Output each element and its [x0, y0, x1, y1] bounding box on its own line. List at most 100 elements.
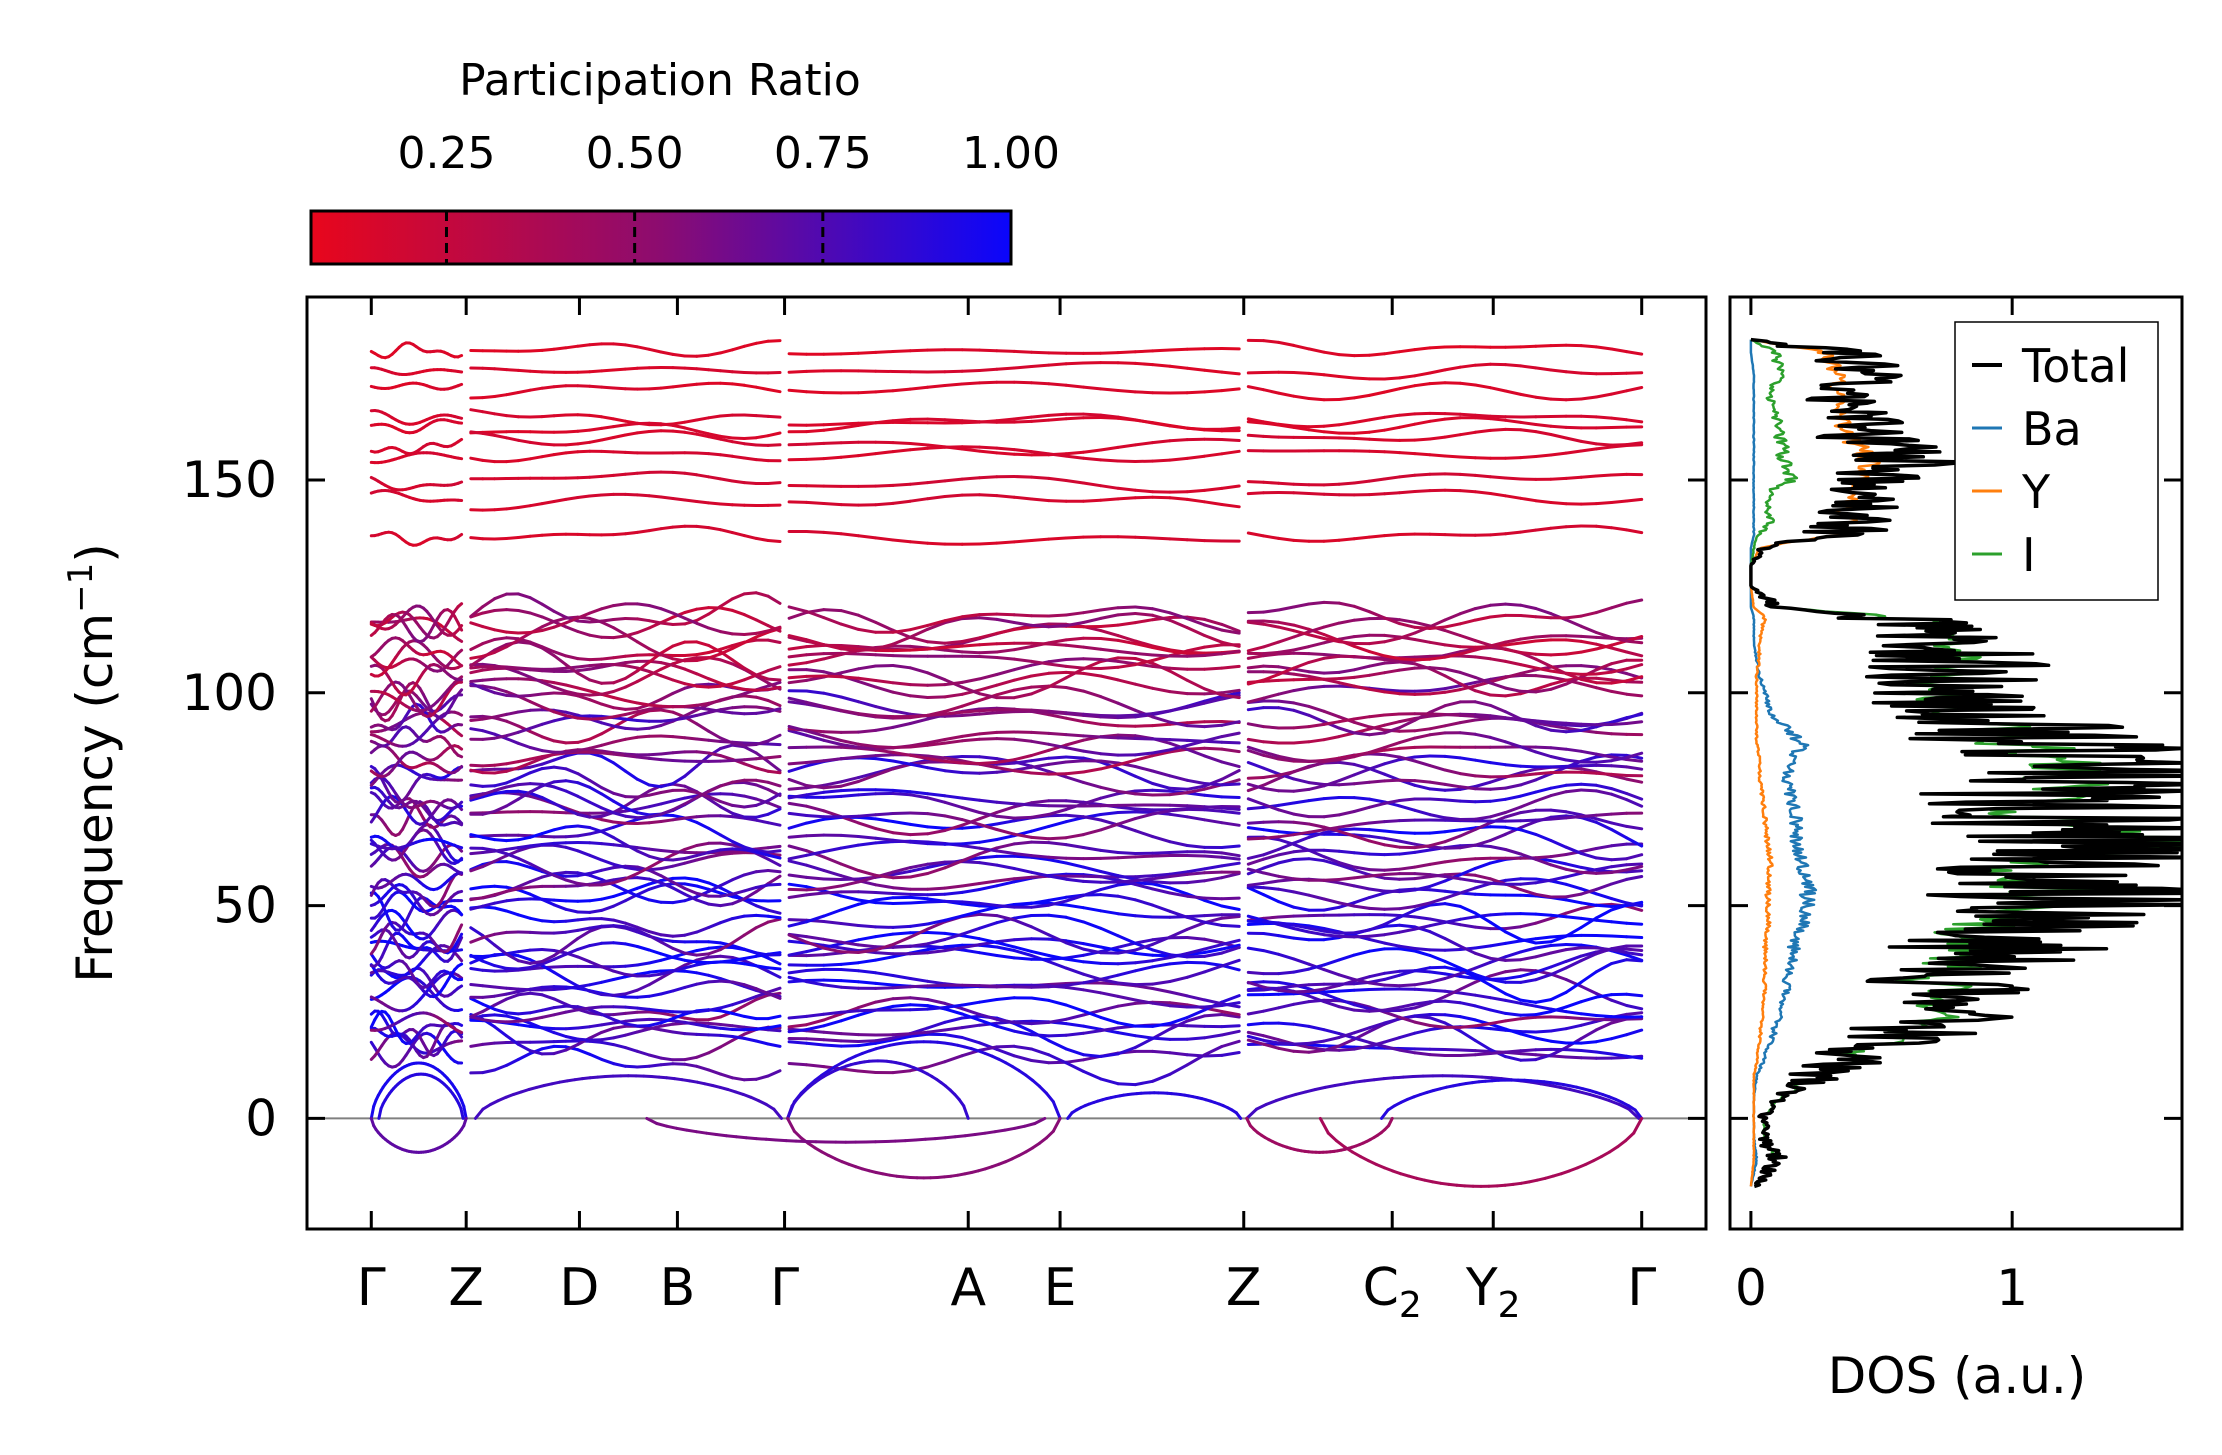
optical-band [1367, 922, 1386, 932]
high-optical-band [1262, 434, 1281, 439]
optical-band [1246, 797, 1265, 806]
high-optical-band [978, 348, 999, 353]
optical-band [456, 870, 464, 875]
high-optical-band [742, 442, 758, 447]
optical-band [1277, 850, 1296, 857]
high-optical-band [1473, 383, 1492, 390]
high-optical-band [995, 451, 1016, 456]
high-optical-band [683, 382, 699, 387]
optical-band [1428, 813, 1447, 820]
optical-band [1116, 855, 1137, 860]
optical-band [1262, 1038, 1281, 1045]
optical-band [659, 1017, 675, 1025]
optical-band [600, 965, 615, 973]
optical-band [1151, 880, 1172, 885]
high-optical-band [528, 348, 544, 353]
high-optical-band [540, 500, 556, 506]
optical-band [612, 1024, 627, 1030]
optical-band [1488, 1022, 1507, 1031]
optical-band [1322, 735, 1341, 742]
high-optical-band [1262, 480, 1281, 485]
optical-band [481, 1002, 497, 1011]
optical-band [469, 783, 485, 788]
optical-band [719, 878, 734, 888]
optical-band [908, 1030, 930, 1036]
optical-band [588, 1023, 604, 1029]
optical-band [1246, 914, 1265, 922]
high-optical-band [1012, 539, 1033, 544]
optical-band [1473, 1022, 1492, 1028]
optical-band [805, 1012, 826, 1018]
optical-band [1081, 846, 1103, 852]
optical-band [926, 860, 947, 866]
optical-band [1185, 804, 1206, 809]
high-optical-band [505, 459, 520, 464]
high-optical-band [787, 442, 808, 447]
high-optical-band [1262, 534, 1281, 540]
optical-band [742, 745, 758, 755]
optical-band [588, 841, 604, 846]
optical-band [493, 964, 508, 970]
optical-band [1246, 761, 1265, 770]
optical-band [995, 800, 1016, 806]
optical-band [707, 751, 722, 758]
optical-band [1220, 851, 1241, 858]
optical-band [1322, 878, 1341, 882]
high-optical-band [822, 441, 843, 445]
optical-band [647, 854, 663, 861]
high-optical-band [908, 446, 930, 452]
optical-band [1579, 788, 1598, 793]
high-optical-band [659, 385, 675, 390]
high-optical-band [1133, 441, 1155, 447]
high-optical-band [1564, 475, 1583, 480]
optical-band [623, 806, 639, 815]
optical-band [1519, 881, 1538, 886]
optical-band [787, 873, 808, 879]
high-optical-band [1337, 421, 1356, 427]
high-optical-band [612, 417, 627, 423]
high-optical-band [978, 367, 999, 372]
high-optical-band [635, 493, 651, 498]
optical-band [588, 1030, 604, 1040]
optical-band [960, 902, 981, 908]
optical-band [1625, 765, 1644, 771]
optical-band [766, 821, 782, 827]
high-optical-band [1133, 495, 1155, 500]
high-optical-band [766, 339, 782, 343]
optical-band [1579, 995, 1598, 1004]
optical-band [671, 759, 687, 763]
high-optical-band [1151, 363, 1172, 368]
optical-band [612, 836, 627, 846]
optical-band [1012, 1022, 1033, 1033]
high-optical-band [1504, 456, 1523, 460]
optical-band [1322, 998, 1341, 1003]
optical-band [1337, 827, 1356, 832]
optical-band [1116, 874, 1137, 881]
high-optical-band [719, 381, 734, 386]
high-optical-band [1413, 371, 1432, 378]
optical-band [1625, 947, 1644, 952]
high-optical-band [1367, 352, 1386, 357]
optical-band [856, 898, 878, 905]
optical-band [1337, 988, 1356, 993]
optical-band [926, 979, 947, 986]
optical-band [1012, 901, 1033, 908]
high-optical-band [1413, 472, 1432, 477]
optical-band [456, 1031, 464, 1039]
optical-band [600, 1040, 615, 1047]
optical-band [1133, 812, 1155, 821]
optical-band [1458, 731, 1477, 736]
optical-band [1262, 886, 1281, 891]
optical-band [1443, 999, 1462, 1005]
high-optical-band [1133, 488, 1155, 494]
optical-band [469, 983, 485, 988]
optical-band [505, 887, 520, 893]
optical-band [683, 892, 699, 902]
optical-band [856, 958, 878, 965]
high-optical-band [505, 536, 520, 540]
optical-band [1458, 966, 1477, 976]
optical-band [588, 785, 604, 796]
optical-band [695, 1021, 711, 1025]
optical-band [1047, 913, 1068, 919]
optical-band [1519, 828, 1538, 836]
